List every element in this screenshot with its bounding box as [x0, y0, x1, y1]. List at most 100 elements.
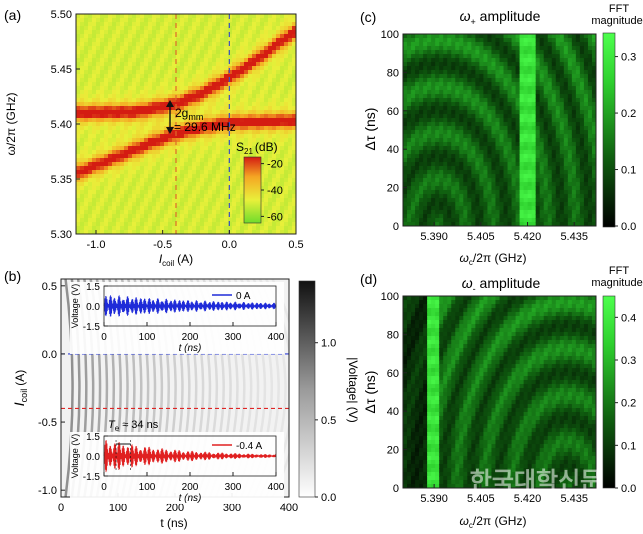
panel-c-cell	[407, 218, 412, 223]
panel-a-cell	[188, 126, 193, 131]
panel-a-cell	[184, 46, 189, 51]
panel-a-cell	[252, 134, 257, 139]
panel-a-cell	[276, 42, 281, 47]
panel-c-cell	[475, 138, 480, 143]
panel-c-cell	[451, 70, 456, 75]
panel-a-cell	[140, 50, 145, 55]
panel-a-cell	[184, 142, 189, 147]
panel-a-cell	[196, 86, 201, 91]
panel-a-cell	[112, 138, 117, 143]
panel-a-cell	[176, 230, 181, 234]
panel-c-cell	[415, 194, 420, 199]
panel-a-cell	[168, 38, 173, 43]
panel-a-cell	[104, 206, 109, 211]
panel-a-cell	[292, 142, 296, 147]
panel-a-cell	[160, 90, 165, 95]
panel-c-cell	[459, 58, 464, 63]
panel-a-cell	[204, 86, 209, 91]
panel-a-cell	[164, 158, 169, 163]
panel-c-cell	[503, 34, 509, 39]
panel-a-cell	[176, 206, 181, 211]
panel-a-cell	[208, 130, 213, 135]
panel-a-cell	[176, 90, 181, 95]
panel-c-cell	[551, 94, 557, 99]
panel-c-cell	[415, 98, 420, 103]
panel-c-cell	[467, 78, 472, 83]
panel-a-cell	[136, 42, 141, 47]
panel-a-cell	[184, 126, 189, 131]
panel-c-cell	[543, 218, 549, 223]
panel-a-cell	[240, 66, 245, 71]
panel-a-cell	[224, 126, 229, 131]
panel-c-cell	[527, 190, 533, 195]
panel-a-cell	[260, 122, 265, 127]
panel-c-cell	[499, 186, 505, 191]
panel-a-cell	[172, 154, 177, 159]
panel-c-cell	[499, 130, 505, 135]
panel-a-cell	[180, 14, 185, 19]
panel-c-cell	[527, 46, 533, 51]
panel-a-cell	[156, 94, 161, 99]
panel-c-cell	[503, 158, 509, 163]
panel-a-cell	[256, 150, 261, 155]
panel-c-cell	[539, 182, 545, 187]
panel-c-cell	[483, 150, 489, 155]
panel-a-cell	[224, 82, 229, 87]
panel-c-cell	[527, 154, 533, 159]
panel-a-cell	[284, 46, 289, 51]
panel-c-cell	[459, 190, 464, 195]
panel-a-cell	[216, 46, 221, 51]
panel-c-cell	[471, 58, 476, 63]
panel-c-cell	[487, 158, 493, 163]
panel-a-cell	[80, 214, 85, 219]
panel-a-cell	[140, 170, 145, 175]
panel-a-cell	[204, 70, 209, 75]
panel-a-cell	[84, 230, 89, 234]
panel-c-cell	[519, 194, 525, 199]
panel-a-cell	[160, 70, 165, 75]
panel-a-cell	[172, 30, 177, 35]
panel-a-cell	[252, 58, 257, 63]
panel-a-cell	[120, 138, 125, 143]
panel-a-cell	[116, 194, 121, 199]
panel-a-cell	[292, 26, 296, 31]
panel-a-cell	[184, 98, 189, 103]
panel-a-cell	[224, 90, 229, 95]
panel-c-cell	[423, 162, 428, 167]
panel-c-cell	[447, 150, 452, 155]
panel-a-cell	[80, 66, 85, 71]
panel-c-cell	[431, 38, 436, 43]
panel-c-cell	[427, 74, 432, 79]
panel-c-cell	[515, 106, 521, 111]
panel-c-cell	[447, 170, 452, 175]
panel-a-cell	[112, 202, 117, 207]
panel-c-cell	[483, 90, 489, 95]
panel-a-cell	[112, 34, 117, 39]
panel-a-cell	[216, 86, 221, 91]
panel-a-cell	[160, 150, 165, 155]
panel-a-cell	[88, 226, 93, 231]
panel-c-cell	[467, 130, 472, 135]
panel-a-cell	[100, 206, 105, 211]
panel-a-cell	[140, 86, 145, 91]
panel-c-cell	[447, 186, 452, 191]
panel-c-cell	[503, 54, 509, 59]
panel-c-cell	[423, 166, 428, 171]
panel-a-cell	[272, 162, 277, 167]
panel-a-cell	[140, 54, 145, 59]
panel-a-cell	[252, 82, 257, 87]
panel-a-cell	[272, 102, 277, 107]
panel-a-cell	[104, 218, 109, 223]
panel-a-cell	[104, 194, 109, 199]
panel-a-cell	[176, 22, 181, 27]
panel-a-cell	[220, 218, 225, 223]
panel-c-cell	[407, 126, 412, 131]
panel-a-cell	[236, 70, 241, 75]
panel-a-cell	[128, 126, 133, 131]
panel-c-cell	[487, 58, 493, 63]
panel-a-cell	[188, 178, 193, 183]
panel-c-cell	[459, 74, 464, 79]
panel-a-cell	[88, 138, 93, 143]
panel-c-cell	[475, 146, 480, 151]
panel-a-cell	[176, 166, 181, 171]
